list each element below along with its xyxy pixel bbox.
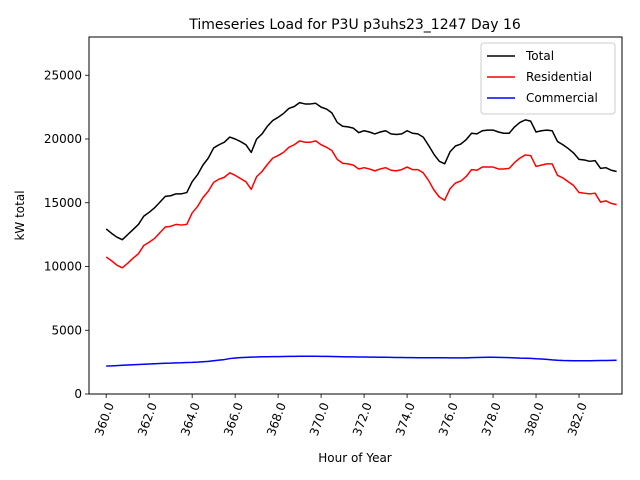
x-tick-label: 378.0 bbox=[479, 401, 504, 438]
legend-label-commercial: Commercial bbox=[526, 91, 598, 105]
x-tick-label: 362.0 bbox=[135, 401, 160, 438]
y-tick-label: 20000 bbox=[44, 132, 82, 146]
x-tick-label: 364.0 bbox=[178, 401, 203, 438]
series-layer bbox=[105, 101, 617, 367]
x-tick-label: 368.0 bbox=[264, 401, 289, 438]
x-tick-label: 382.0 bbox=[565, 401, 590, 438]
series-line-total bbox=[105, 101, 617, 241]
y-tick-label: 15000 bbox=[44, 196, 82, 210]
series-line-commercial bbox=[106, 355, 617, 367]
y-tick-label: 25000 bbox=[44, 68, 82, 82]
x-tick-label: 374.0 bbox=[393, 401, 418, 438]
x-tick-label: 376.0 bbox=[436, 401, 461, 438]
series-line-residential bbox=[105, 140, 617, 269]
legend-label-total: Total bbox=[525, 49, 554, 63]
legend-box bbox=[480, 42, 616, 115]
x-tick-label: 370.0 bbox=[307, 401, 332, 438]
y-axis-title: kW total bbox=[13, 190, 27, 240]
legend: Total Residential Commercial bbox=[480, 42, 616, 115]
y-tick-label: 10000 bbox=[44, 260, 82, 274]
x-tick-label: 360.0 bbox=[92, 401, 117, 438]
y-tick-label: 5000 bbox=[51, 323, 82, 337]
x-axis: 360.0 362.0 364.0 366.0 368.0 370.0 372.0 374.0… bbox=[92, 394, 590, 438]
x-axis-title: Hour of Year bbox=[318, 451, 392, 465]
x-tick-label: 380.0 bbox=[522, 401, 547, 438]
y-tick-label: 0 bbox=[74, 387, 82, 401]
x-tick-label: 372.0 bbox=[350, 401, 375, 438]
x-tick-label: 366.0 bbox=[221, 401, 246, 438]
legend-label-residential: Residential bbox=[526, 70, 592, 84]
plot-area bbox=[88, 36, 623, 395]
chart-title: Timeseries Load for P3U p3uhs23_1247 Day… bbox=[188, 17, 521, 33]
legend-items: Total Residential Commercial bbox=[487, 49, 598, 105]
y-axis: 0 5000 10000 15000 20000 25000 bbox=[44, 68, 89, 401]
